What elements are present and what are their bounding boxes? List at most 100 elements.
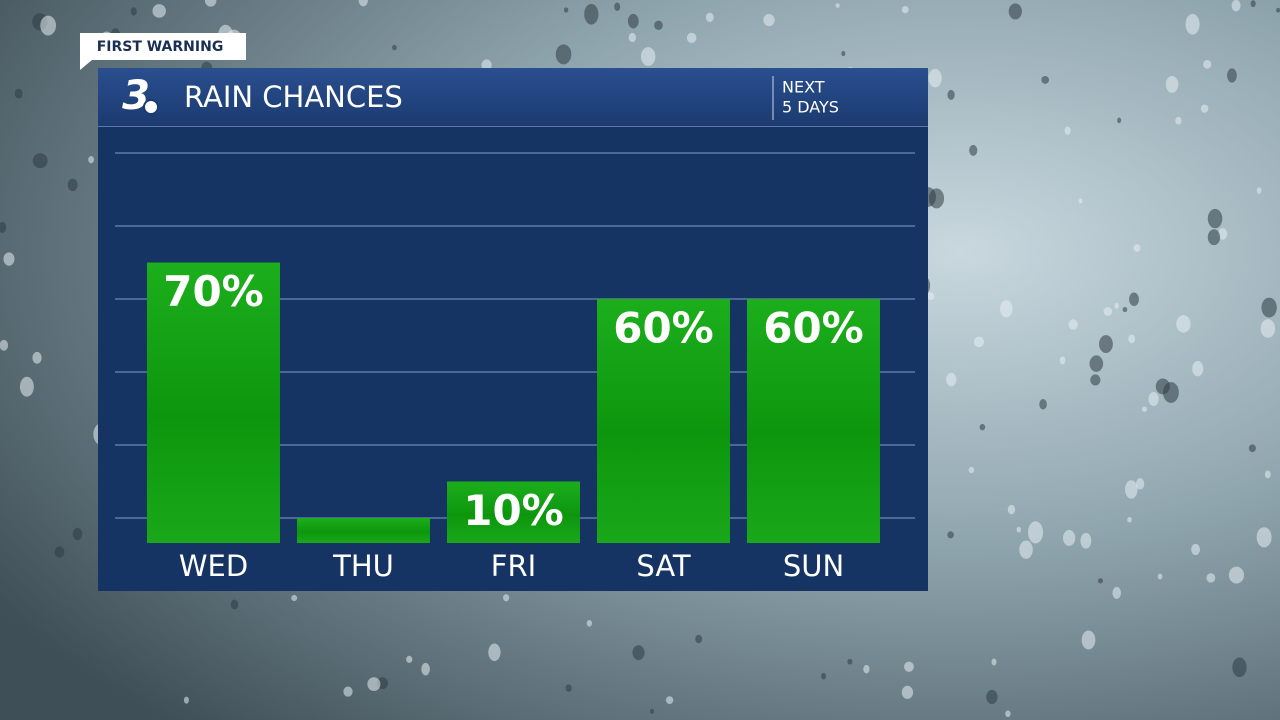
raindrop [130,7,137,16]
raindrop [1203,60,1212,69]
raindrop [67,178,78,192]
raindrop [1264,470,1271,479]
x-tick-label: FRI [491,549,536,583]
bar [747,299,880,543]
raindrop [1127,516,1132,523]
raindrop [358,0,368,7]
raindrop [1000,300,1013,318]
raindrop [649,708,655,714]
raindrop [1217,228,1228,240]
raindrop [1250,0,1256,8]
raindrop [1128,334,1136,344]
raindrop [1124,480,1138,499]
raindrop [230,599,239,610]
header-band [98,68,928,126]
raindrop [1227,68,1237,83]
raindrop [481,59,492,71]
raindrop [565,684,572,692]
raindrop [927,292,935,301]
raindrop [555,44,572,65]
raindrop [1228,566,1245,584]
bar [147,262,280,543]
x-tick-label: WED [179,549,248,583]
raindrop [979,423,986,431]
raindrop [901,5,909,14]
raindrop [1062,530,1076,546]
raindrop [1256,187,1262,194]
raindrop [1019,540,1033,559]
raindrop [1005,710,1011,718]
raindrop [88,156,95,164]
raindrop [686,32,697,44]
raindrop [1176,315,1191,333]
raindrop [3,252,15,266]
raindrop [1114,302,1119,309]
raindrop [1007,504,1016,515]
badge-box [80,33,246,60]
bar [447,481,580,543]
raindrop [1112,586,1122,599]
raindrop [204,0,217,7]
value-label: 60% [613,304,714,353]
raindrop [1148,391,1159,407]
raindrop [152,4,166,18]
raindrop [1099,335,1113,353]
raindrop [1261,297,1277,318]
raindrop [1135,478,1145,490]
raindrop [946,372,957,387]
subtitle-line: NEXT [782,78,825,97]
raindrop [1081,630,1096,650]
raindrop [904,661,914,672]
raindrop [1207,208,1223,229]
raindrop [343,686,353,697]
raindrop [695,634,703,644]
raindrop [1165,76,1179,93]
subtitle-line: 5 DAYS [782,98,839,117]
raindrop [0,339,9,351]
raindrop [1089,355,1104,372]
raindrop [1080,532,1092,549]
raindrop [665,696,674,705]
raindrop [0,221,7,233]
raindrop [19,376,34,397]
raindrop [628,32,637,43]
raindrop [1256,527,1272,548]
x-tick-label: SAT [636,549,691,583]
raindrop [1097,578,1104,584]
raindrop [632,645,645,661]
raindrop [763,14,775,27]
raindrop [1155,378,1170,395]
value-label: 70% [163,267,264,316]
raindrop [705,12,714,22]
raindrop [821,672,827,680]
raindrop [947,89,955,100]
raindrop [1200,104,1209,113]
raindrop [72,527,83,540]
raindrop [835,3,840,8]
raindrop [1039,398,1047,410]
raindrop [14,88,23,99]
raindrop [1008,3,1022,20]
logo-eye [143,99,159,115]
raindrop [392,44,397,51]
raindrop [1068,319,1078,330]
raindrop [40,15,57,36]
raindrop [1090,374,1101,386]
raindrop [291,594,298,602]
raindrop [54,546,65,558]
raindrop [1276,7,1280,13]
raindrop [1078,198,1083,204]
raindrop [991,658,997,666]
raindrop [1260,319,1276,338]
raindrop [1117,117,1122,124]
raindrop [968,466,975,474]
raindrop [1133,244,1141,252]
raindrop [503,594,510,602]
raindrop [901,685,914,699]
raindrop [1059,356,1066,365]
raindrop [1207,229,1221,246]
raindrop [947,531,954,539]
raindrop [1191,543,1201,556]
raindrop [627,13,639,29]
